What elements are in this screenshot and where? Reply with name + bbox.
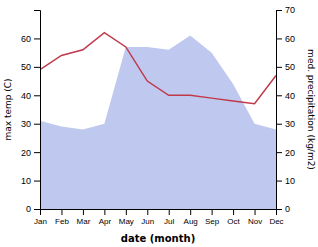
y2-axis-title: med. precipitation (kg/m2) [306, 49, 316, 170]
tick-label: 60 [285, 34, 295, 44]
tick-mark [276, 124, 282, 125]
tick-label: 50 [21, 62, 31, 72]
tick-mark [276, 67, 282, 68]
tick: Nov [248, 209, 262, 226]
axis-line [277, 11, 283, 210]
area [40, 36, 276, 209]
tick-mark [126, 209, 127, 215]
tick-label: Apr [99, 217, 112, 226]
tick-mark [83, 209, 84, 215]
tick-label: Aug [184, 217, 198, 226]
tick: 40 [276, 91, 295, 101]
tick-mark [34, 152, 40, 153]
y2-axis: 0 10 20 30 40 50 60 70 [276, 5, 295, 214]
plot: JanFebMarAprMayJunJulAugSepOctNovDec0102… [21, 5, 295, 225]
tick-mark [276, 181, 282, 182]
tick-mark [276, 95, 282, 96]
tick-mark [212, 209, 213, 215]
axis-line [41, 210, 277, 216]
tick-label: 20 [21, 148, 31, 158]
tick: 70 [276, 5, 295, 15]
tick: 30 [21, 119, 40, 129]
tick-mark [34, 181, 40, 182]
tick-mark [34, 38, 40, 39]
marks [40, 33, 276, 209]
tick-label: May [119, 217, 134, 226]
tick-mark [34, 67, 40, 68]
tick-mark [169, 209, 170, 215]
tick-label: Jan [34, 217, 47, 226]
x-axis: Jan Feb Mar Apr May Jun Jul Aug Sep Oct Nov Dec [34, 209, 284, 226]
tick-label: 30 [21, 119, 31, 129]
tick-label: Nov [248, 217, 262, 226]
tick-mark [34, 95, 40, 96]
tick: 0 [276, 204, 290, 214]
tick: 10 [276, 176, 295, 186]
tick-label: 20 [285, 148, 295, 158]
tick-label: 40 [285, 91, 295, 101]
tick-label: 0 [26, 204, 31, 214]
line [40, 33, 276, 104]
tick: 50 [21, 62, 40, 72]
tick-label: 60 [21, 34, 31, 44]
tick-label: Jun [141, 217, 154, 226]
tick-mark [255, 209, 256, 215]
tick: Jan [34, 209, 47, 226]
tick-label: 70 [285, 5, 295, 15]
tick: May [119, 209, 134, 226]
tick-label: Dec [269, 217, 283, 226]
tick: Mar [77, 209, 91, 226]
tick-label: Feb [55, 217, 69, 226]
tick: Sep [205, 209, 220, 226]
tick-mark [104, 209, 105, 215]
y-axis-title: max temp (C) [3, 78, 13, 140]
tick: Dec [269, 209, 283, 226]
tick-label: 10 [285, 176, 295, 186]
tick: 0 [26, 204, 40, 214]
tick-mark [276, 209, 282, 210]
axis-line [34, 11, 41, 210]
tick: 60 [276, 34, 295, 44]
tick-mark [190, 209, 191, 215]
tick: 20 [276, 148, 295, 158]
tick-label: Sep [205, 217, 220, 226]
tick-label: Oct [227, 217, 240, 226]
tick-label: Mar [77, 217, 91, 226]
tick: 30 [276, 119, 295, 129]
tick: 50 [276, 62, 295, 72]
tick: Feb [55, 209, 69, 226]
tick-mark [34, 124, 40, 125]
tick: 10 [21, 176, 40, 186]
tick: Jul [164, 209, 174, 226]
tick: Apr [99, 209, 112, 226]
chart: JanFebMarAprMayJunJulAugSepOctNovDec0102… [0, 0, 318, 247]
tick-mark [34, 209, 40, 210]
tick-label: 40 [21, 91, 31, 101]
tick: Jun [141, 209, 154, 226]
tick: Aug [184, 209, 198, 226]
tick-mark [233, 209, 234, 215]
tick-label: 30 [285, 119, 295, 129]
tick-label: 50 [285, 62, 295, 72]
y-axis: 0 10 20 30 40 50 60 [21, 11, 41, 215]
tick-mark [276, 10, 282, 11]
tick-mark [61, 209, 62, 215]
tick-label: 0 [285, 204, 290, 214]
tick-mark [147, 209, 148, 215]
tick: 60 [21, 34, 40, 44]
tick-mark [276, 38, 282, 39]
x-axis-title: date (month) [121, 233, 195, 244]
tick-mark [276, 152, 282, 153]
tick: Oct [227, 209, 240, 226]
tick: 40 [21, 91, 40, 101]
tick: 20 [21, 148, 40, 158]
tick-label: Jul [164, 217, 174, 226]
tick-label: 10 [21, 176, 31, 186]
